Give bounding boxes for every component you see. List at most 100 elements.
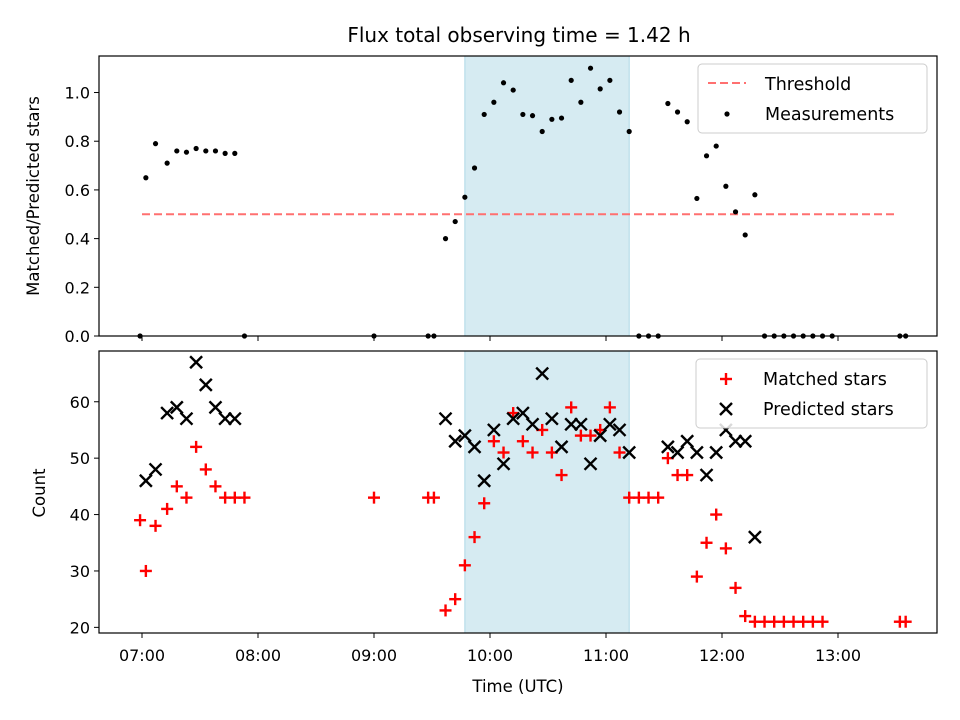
matched-star-point [449,593,462,606]
measurement-point [462,194,468,200]
measurement-point [578,99,584,105]
predicted-star-point [535,366,550,381]
matched-star-point [190,440,203,453]
predicted-star-point [583,456,598,471]
predicted-star-point [699,468,714,482]
legend-matched-label: Matched stars [763,370,887,390]
matched-star-point [497,446,510,459]
predicted-star-point [661,440,675,454]
bottom-y-tick-label: 50 [70,449,90,468]
measurement-point [203,148,209,154]
matched-star-point [439,604,452,617]
measurement-point [143,175,149,181]
predicted-star-point [487,423,501,437]
predicted-star-point [467,440,482,454]
measurement-point [164,160,170,166]
predicted-star-point [516,406,530,420]
measurement-point [520,111,526,118]
measurement-point [232,150,238,156]
predicted-star-point [179,411,194,426]
top-y-tick-label: 0.2 [65,278,90,297]
matched-star-point [468,531,481,544]
predicted-star-point [506,411,521,426]
top-legend: Threshold Measurements [697,63,928,134]
predicted-star-point [227,411,242,426]
measurement-point [597,86,603,92]
bottom-x-axis: 07:00 08:00 09:00 10:00 11:00 12:00 13:00 [119,633,861,665]
matched-star-point [739,610,752,623]
matched-star-point [458,559,471,572]
bottom-y-tick-label: 60 [70,393,90,412]
matched-star-point [729,581,742,594]
legend-matched-swatch [720,373,732,385]
top-y-tick-label: 0.4 [65,230,90,249]
predicted-star-point [545,411,559,426]
matched-stars-series [134,401,912,628]
bottom-y-tick-label: 40 [70,506,90,525]
predicted-star-point [189,355,203,370]
predicted-star-point [525,417,540,432]
predicted-star-point [160,406,174,420]
legend-predicted-swatch [719,402,733,416]
measurement-point [442,236,449,242]
measurement-point [452,218,458,225]
measurement-point [752,192,758,198]
x-tick-label: 09:00 [351,646,397,665]
top-y-axis-label: Matched/Predicted stars [24,96,43,296]
matched-star-point [139,564,152,577]
measurement-point [703,153,710,159]
top-plot-frame [98,55,938,337]
predicted-star-point [748,530,762,544]
measurements-series [137,65,909,339]
matched-star-point [816,615,829,628]
measurement-point [500,80,507,86]
measurement-point [607,77,613,83]
measurement-point [481,111,487,118]
top-legend-box [697,63,928,134]
matched-star-point [161,502,174,515]
matched-star-point [681,469,694,482]
matched-star-point [487,435,500,448]
x-tick-label: 07:00 [119,646,165,665]
x-axis-label: Time (UTC) [471,677,563,696]
measurement-point [152,141,159,147]
matched-star-point [180,491,193,504]
measurement-point [529,113,536,119]
chart-title: Flux total observing time = 1.42 h [347,23,690,47]
measurement-point [549,116,555,122]
top-y-axis: 0.0 0.2 0.4 0.6 0.8 1.0 [65,84,99,346]
predicted-star-point [448,434,463,449]
x-tick-label: 11:00 [583,646,629,665]
matched-star-point [170,480,183,493]
measurement-point [694,195,700,202]
top-y-tick-label: 0.0 [65,327,90,346]
matched-star-point [565,401,578,414]
predicted-star-point [622,445,637,460]
measurement-point [193,145,199,152]
top-y-tick-label: 0.6 [65,181,90,200]
predicted-star-point [738,434,753,449]
measurement-point [732,209,739,215]
predicted-star-point [670,445,685,460]
matched-star-point [238,491,251,504]
matched-star-point [719,542,732,555]
x-tick-label: 08:00 [235,646,281,665]
top-shaded-region [464,55,630,337]
predicted-star-point [690,445,704,460]
bottom-shaded-region [464,350,630,634]
matched-star-point [516,435,529,448]
predicted-star-point [593,428,608,443]
predicted-star-point [139,473,153,488]
measurement-point [222,150,228,156]
matched-star-point [700,536,713,549]
measurement-point [174,148,180,154]
matched-star-point [555,469,568,482]
measurement-point [713,143,719,149]
predicted-stars-series [139,355,762,544]
matched-star-point [603,401,616,414]
predicted-star-point [477,473,492,488]
top-panel: 0.0 0.2 0.4 0.6 0.8 1.0 Matched/Predicted sta… [24,55,938,346]
measurement-point [684,119,690,125]
predicted-star-point [208,400,223,415]
